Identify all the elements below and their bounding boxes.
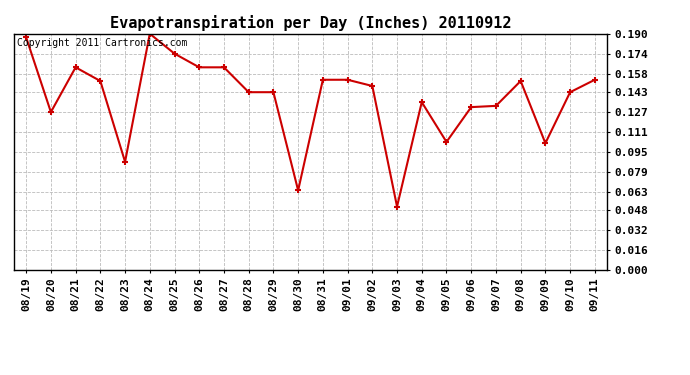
Text: Copyright 2011 Cartronics.com: Copyright 2011 Cartronics.com: [17, 39, 187, 48]
Title: Evapotranspiration per Day (Inches) 20110912: Evapotranspiration per Day (Inches) 2011…: [110, 15, 511, 31]
